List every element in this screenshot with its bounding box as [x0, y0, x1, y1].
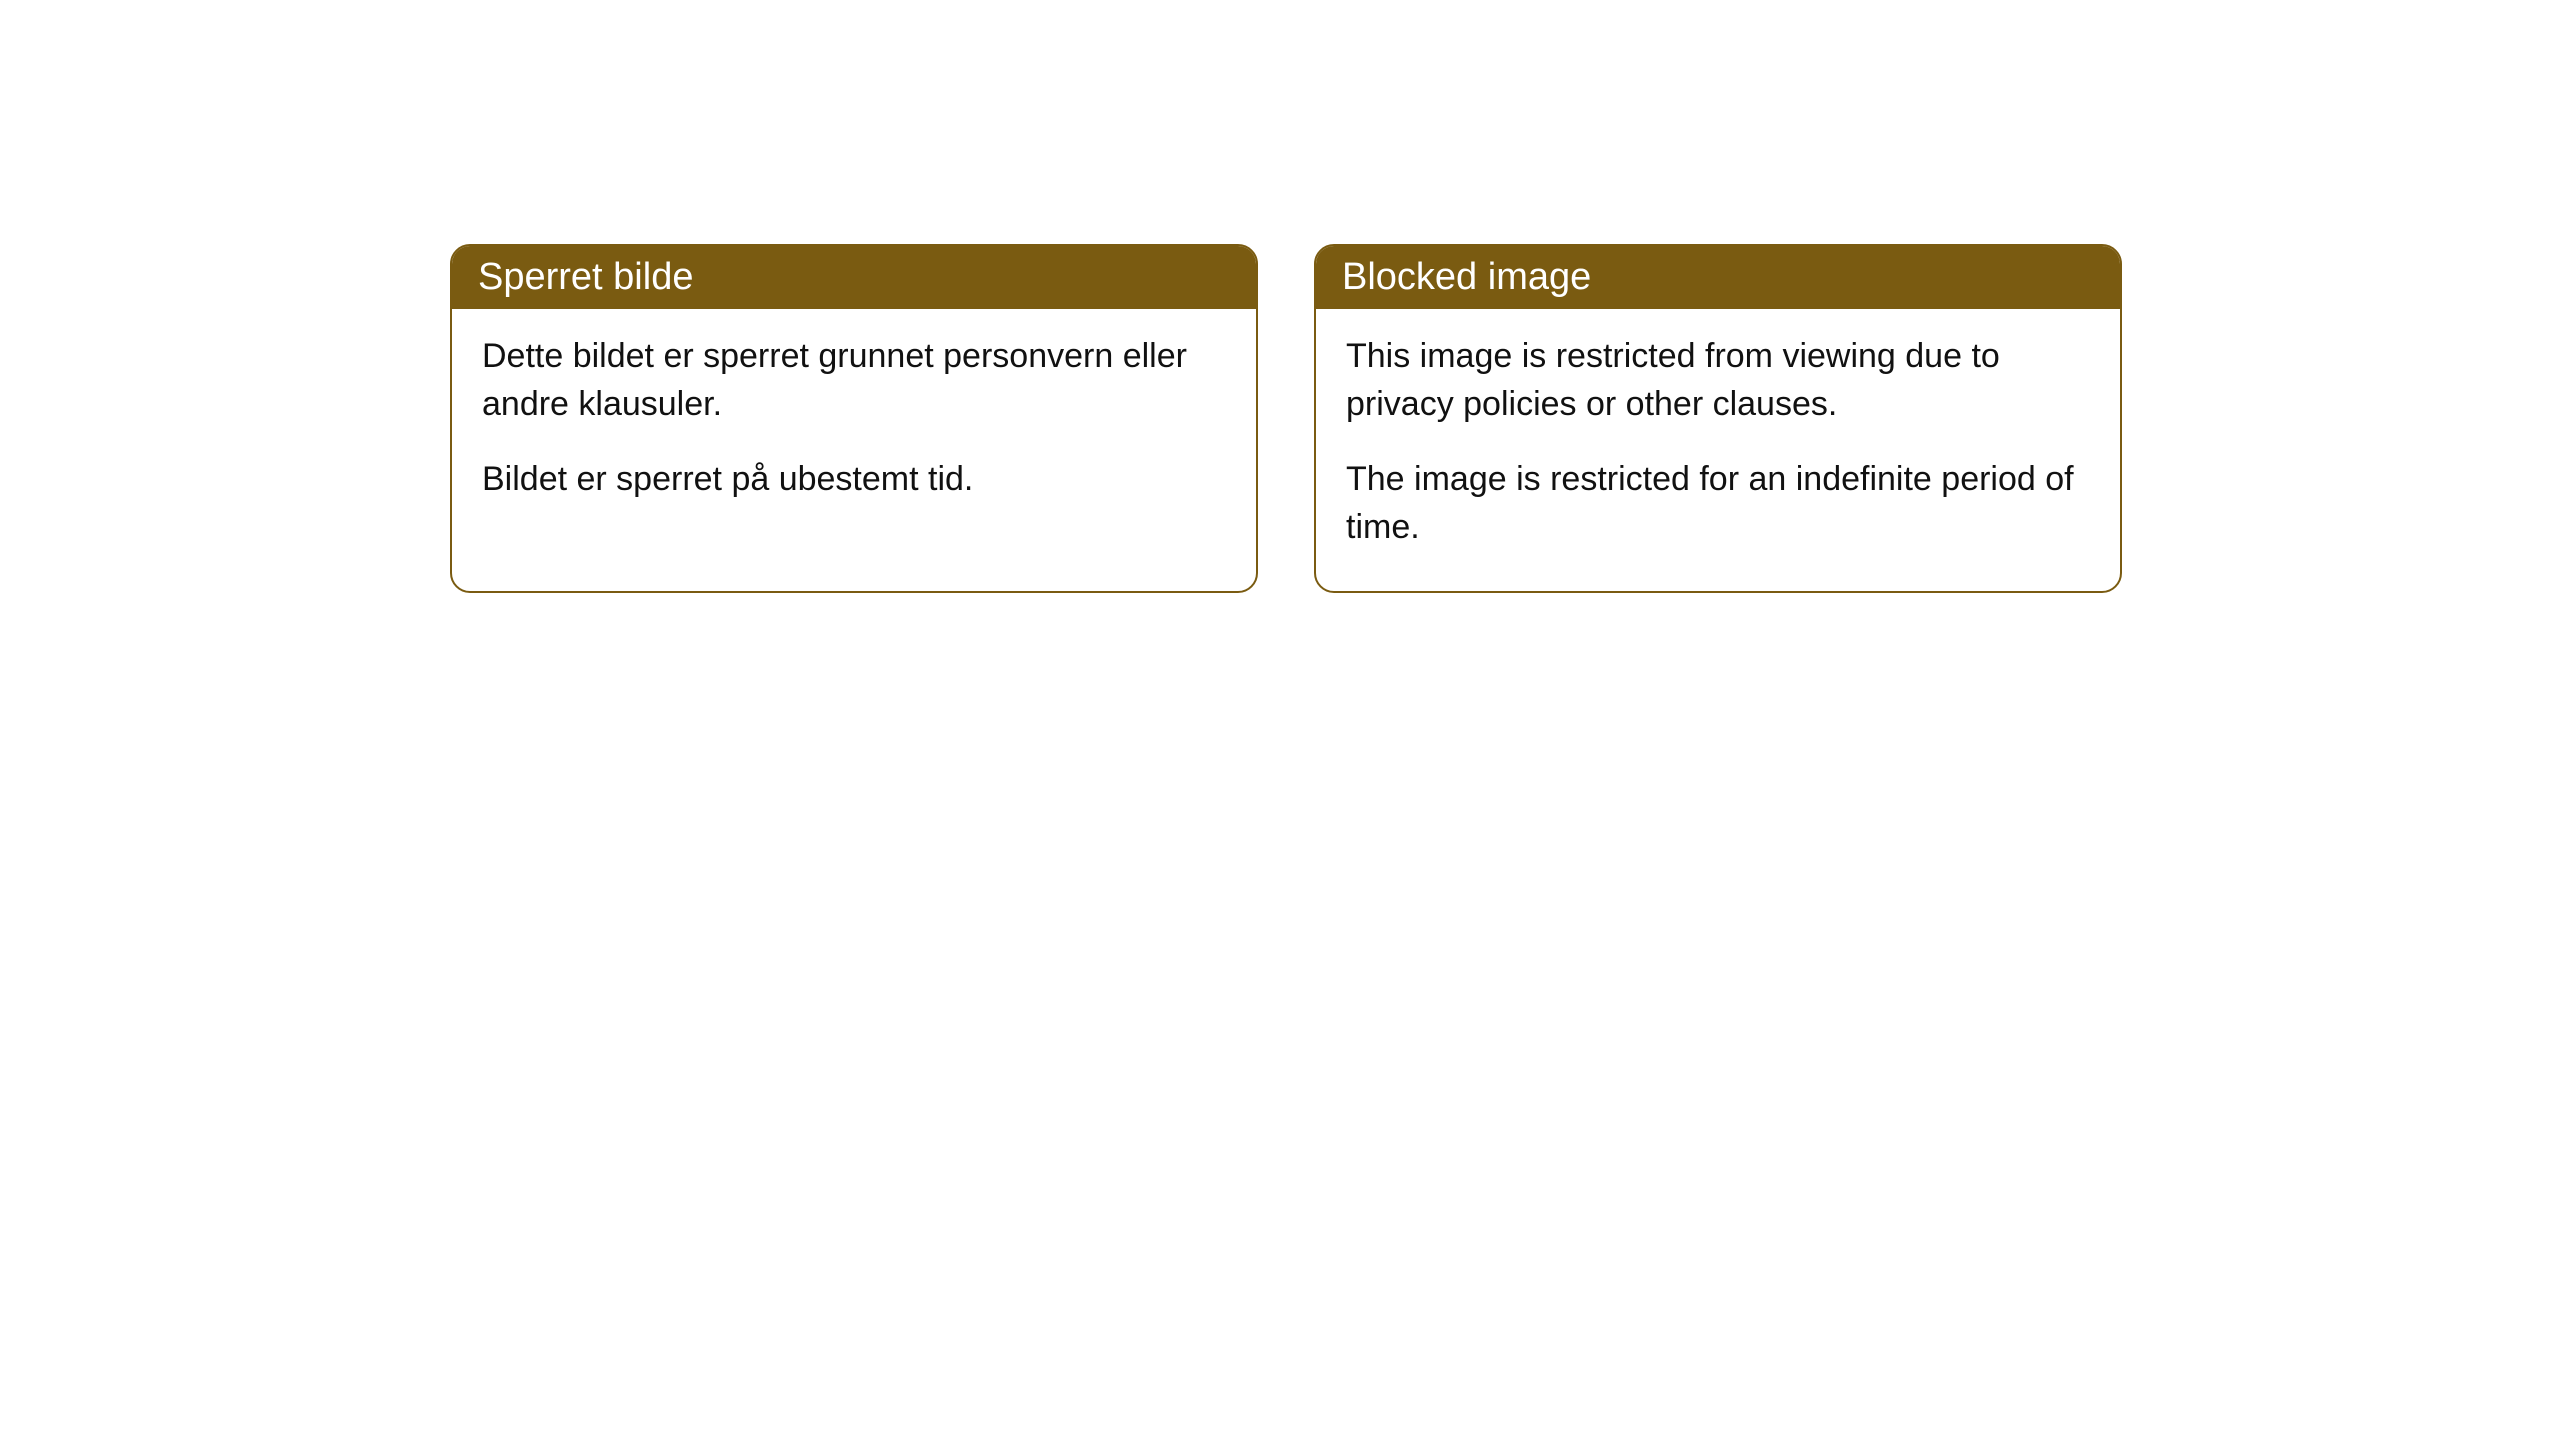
notice-paragraph: Bildet er sperret på ubestemt tid.	[482, 456, 1226, 504]
notice-paragraph: Dette bildet er sperret grunnet personve…	[482, 333, 1226, 428]
notice-title: Blocked image	[1342, 256, 1591, 298]
notice-body: This image is restricted from viewing du…	[1316, 309, 2120, 591]
notice-card-english: Blocked image This image is restricted f…	[1314, 244, 2122, 593]
notice-container: Sperret bilde Dette bildet er sperret gr…	[0, 0, 2560, 593]
notice-header: Blocked image	[1316, 246, 2120, 309]
notice-header: Sperret bilde	[452, 246, 1256, 309]
notice-title: Sperret bilde	[478, 256, 693, 298]
notice-paragraph: This image is restricted from viewing du…	[1346, 333, 2090, 428]
notice-body: Dette bildet er sperret grunnet personve…	[452, 309, 1256, 544]
notice-card-norwegian: Sperret bilde Dette bildet er sperret gr…	[450, 244, 1258, 593]
notice-paragraph: The image is restricted for an indefinit…	[1346, 456, 2090, 551]
